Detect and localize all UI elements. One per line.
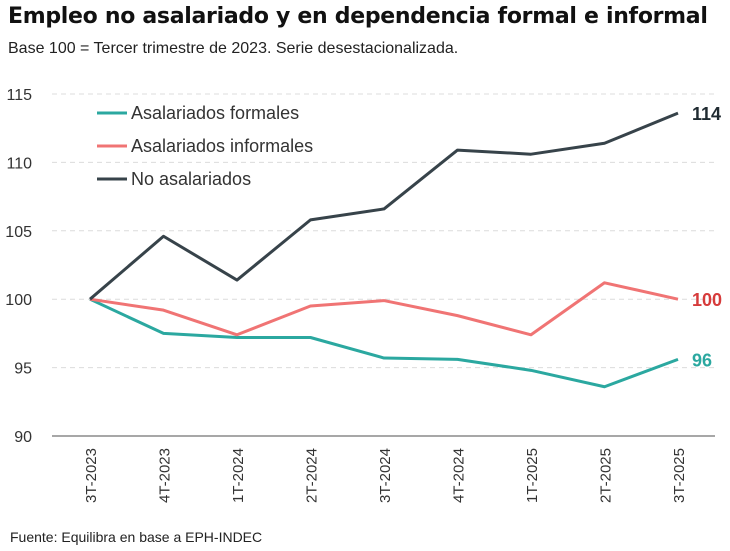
y-tick-label: 95 bbox=[14, 361, 32, 378]
x-tick-label: 4T-2023 bbox=[157, 448, 174, 503]
x-tick-label: 2T-2024 bbox=[304, 448, 321, 503]
end-label-1: 100 bbox=[692, 290, 722, 310]
legend-item: Asalariados formales bbox=[97, 103, 299, 123]
source-note: Fuente: Equilibra en base a EPH-INDEC bbox=[10, 529, 263, 545]
legend-label: No asalariados bbox=[131, 169, 251, 189]
legend-item: Asalariados informales bbox=[97, 136, 313, 156]
series-line-0 bbox=[89, 297, 679, 389]
series-line-1 bbox=[89, 281, 679, 337]
y-tick-label: 115 bbox=[6, 87, 32, 104]
end-label-2: 114 bbox=[692, 104, 721, 124]
y-axis-ticks: 90 95 100 105 110 115 bbox=[5, 87, 32, 446]
legend: Asalariados formales Asalariados informal… bbox=[97, 103, 313, 189]
x-tick-label: 1T-2024 bbox=[230, 448, 247, 503]
x-tick-label: 3T-2024 bbox=[377, 448, 394, 503]
end-labels: 96 100 114 bbox=[692, 104, 722, 370]
y-tick-label: 100 bbox=[5, 292, 32, 309]
gridlines bbox=[52, 93, 715, 437]
x-tick-label: 2T-2025 bbox=[598, 448, 615, 503]
chart-title: Empleo no asalariado y en dependencia fo… bbox=[8, 4, 708, 29]
legend-label: Asalariados formales bbox=[131, 103, 299, 123]
x-tick-label: 3T-2025 bbox=[671, 448, 688, 503]
y-tick-label: 105 bbox=[5, 224, 32, 241]
series-lines bbox=[89, 111, 679, 389]
x-tick-label: 3T-2023 bbox=[83, 448, 100, 503]
chart-subtitle: Base 100 = Tercer trimestre de 2023. Ser… bbox=[8, 40, 459, 57]
legend-item: No asalariados bbox=[97, 169, 251, 189]
x-tick-label: 1T-2025 bbox=[524, 448, 541, 503]
y-tick-label: 90 bbox=[14, 429, 32, 446]
legend-label: Asalariados informales bbox=[131, 136, 313, 156]
x-axis-ticks: 3T-2023 4T-2023 1T-2024 2T-2024 3T-2024 4T-20… bbox=[83, 448, 688, 503]
end-label-0: 96 bbox=[692, 350, 712, 370]
y-tick-label: 110 bbox=[6, 155, 32, 172]
x-tick-label: 4T-2024 bbox=[451, 448, 468, 503]
